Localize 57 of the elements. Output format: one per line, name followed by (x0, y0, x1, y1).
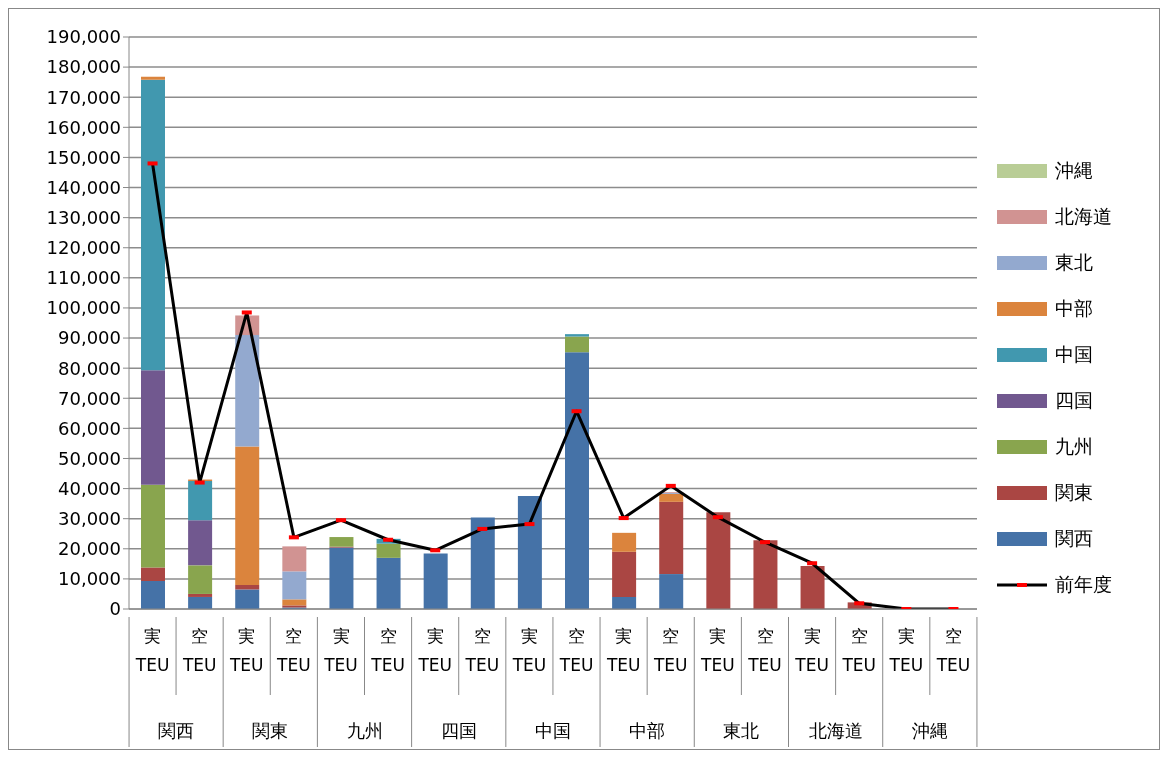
y-tick-label: 100,000 (46, 297, 121, 319)
text: 九州 (346, 720, 383, 741)
y-tick-label: 70,000 (58, 387, 121, 409)
legend-label: 北海道 (1055, 204, 1112, 229)
x-tick-label: 空 TEU (935, 626, 971, 675)
text: 中部 (629, 720, 666, 741)
x-tick-label: 実 TEU (417, 626, 453, 675)
y-tick-label: 150,000 (46, 146, 121, 168)
x-tick-label: 実 TEU (794, 626, 829, 675)
x-tick-label: 実 TEU (605, 626, 641, 675)
x-tick-label: 空 TEU (464, 626, 500, 675)
text: 関東 (252, 720, 289, 741)
y-tick-label: 180,000 (46, 56, 121, 78)
x-tick-label: 空 TEU (747, 626, 782, 675)
legend-label: 沖縄 (1055, 158, 1093, 183)
x-tick-label: 実 TEU (511, 626, 547, 675)
text: 中国 (534, 720, 571, 741)
x-tick-label: 実 TEU (134, 626, 170, 675)
x-tick-label: 空 TEU (558, 626, 594, 675)
y-tick-label: 30,000 (58, 508, 121, 530)
text: 北海道 (808, 720, 863, 741)
y-tick-label: 0 (109, 598, 121, 620)
y-tick-label: 40,000 (58, 477, 121, 499)
y-tick-label: 80,000 (58, 357, 121, 379)
x-tick-label: 実 TEU (323, 626, 358, 675)
text: 東北 (723, 720, 760, 741)
legend-label: 中部 (1055, 296, 1093, 321)
x-tick-label: 空 TEU (276, 626, 311, 675)
y-tick-label: 50,000 (58, 447, 121, 469)
text: 沖縄 (911, 720, 948, 741)
legend-label: 前年度 (1055, 572, 1112, 597)
legend-label: 東北 (1055, 250, 1093, 275)
y-tick-label: 110,000 (46, 267, 121, 289)
y-tick-label: 10,000 (58, 568, 121, 590)
legend-label: 九州 (1055, 434, 1093, 459)
y-tick-label: 140,000 (46, 176, 121, 198)
y-tick-label: 160,000 (46, 116, 121, 138)
y-tick-label: 170,000 (46, 86, 121, 108)
x-tick-label: 空 TEU (181, 626, 217, 675)
y-tick-label: 120,000 (46, 237, 121, 259)
x-tick-label: 実 TEU (700, 626, 735, 675)
text: 関西 (158, 720, 195, 741)
text: 四国 (440, 720, 477, 741)
legend-label: 中国 (1055, 342, 1093, 367)
legend-label: 四国 (1055, 388, 1093, 413)
y-tick-label: 20,000 (58, 538, 121, 560)
x-tick-label: 空 TEU (652, 626, 688, 675)
x-tick-label: 空 TEU (841, 626, 877, 675)
y-tick-label: 130,000 (46, 207, 121, 229)
legend-label: 関西 (1055, 526, 1093, 551)
x-tick-label: 空 TEU (370, 626, 405, 675)
y-tick-label: 190,000 (46, 26, 121, 48)
legend-label: 関東 (1055, 480, 1093, 505)
x-tick-label: 実 TEU (228, 626, 264, 675)
y-tick-label: 60,000 (58, 417, 121, 439)
y-tick-label: 90,000 (58, 327, 121, 349)
x-tick-label: 実 TEU (888, 626, 924, 675)
